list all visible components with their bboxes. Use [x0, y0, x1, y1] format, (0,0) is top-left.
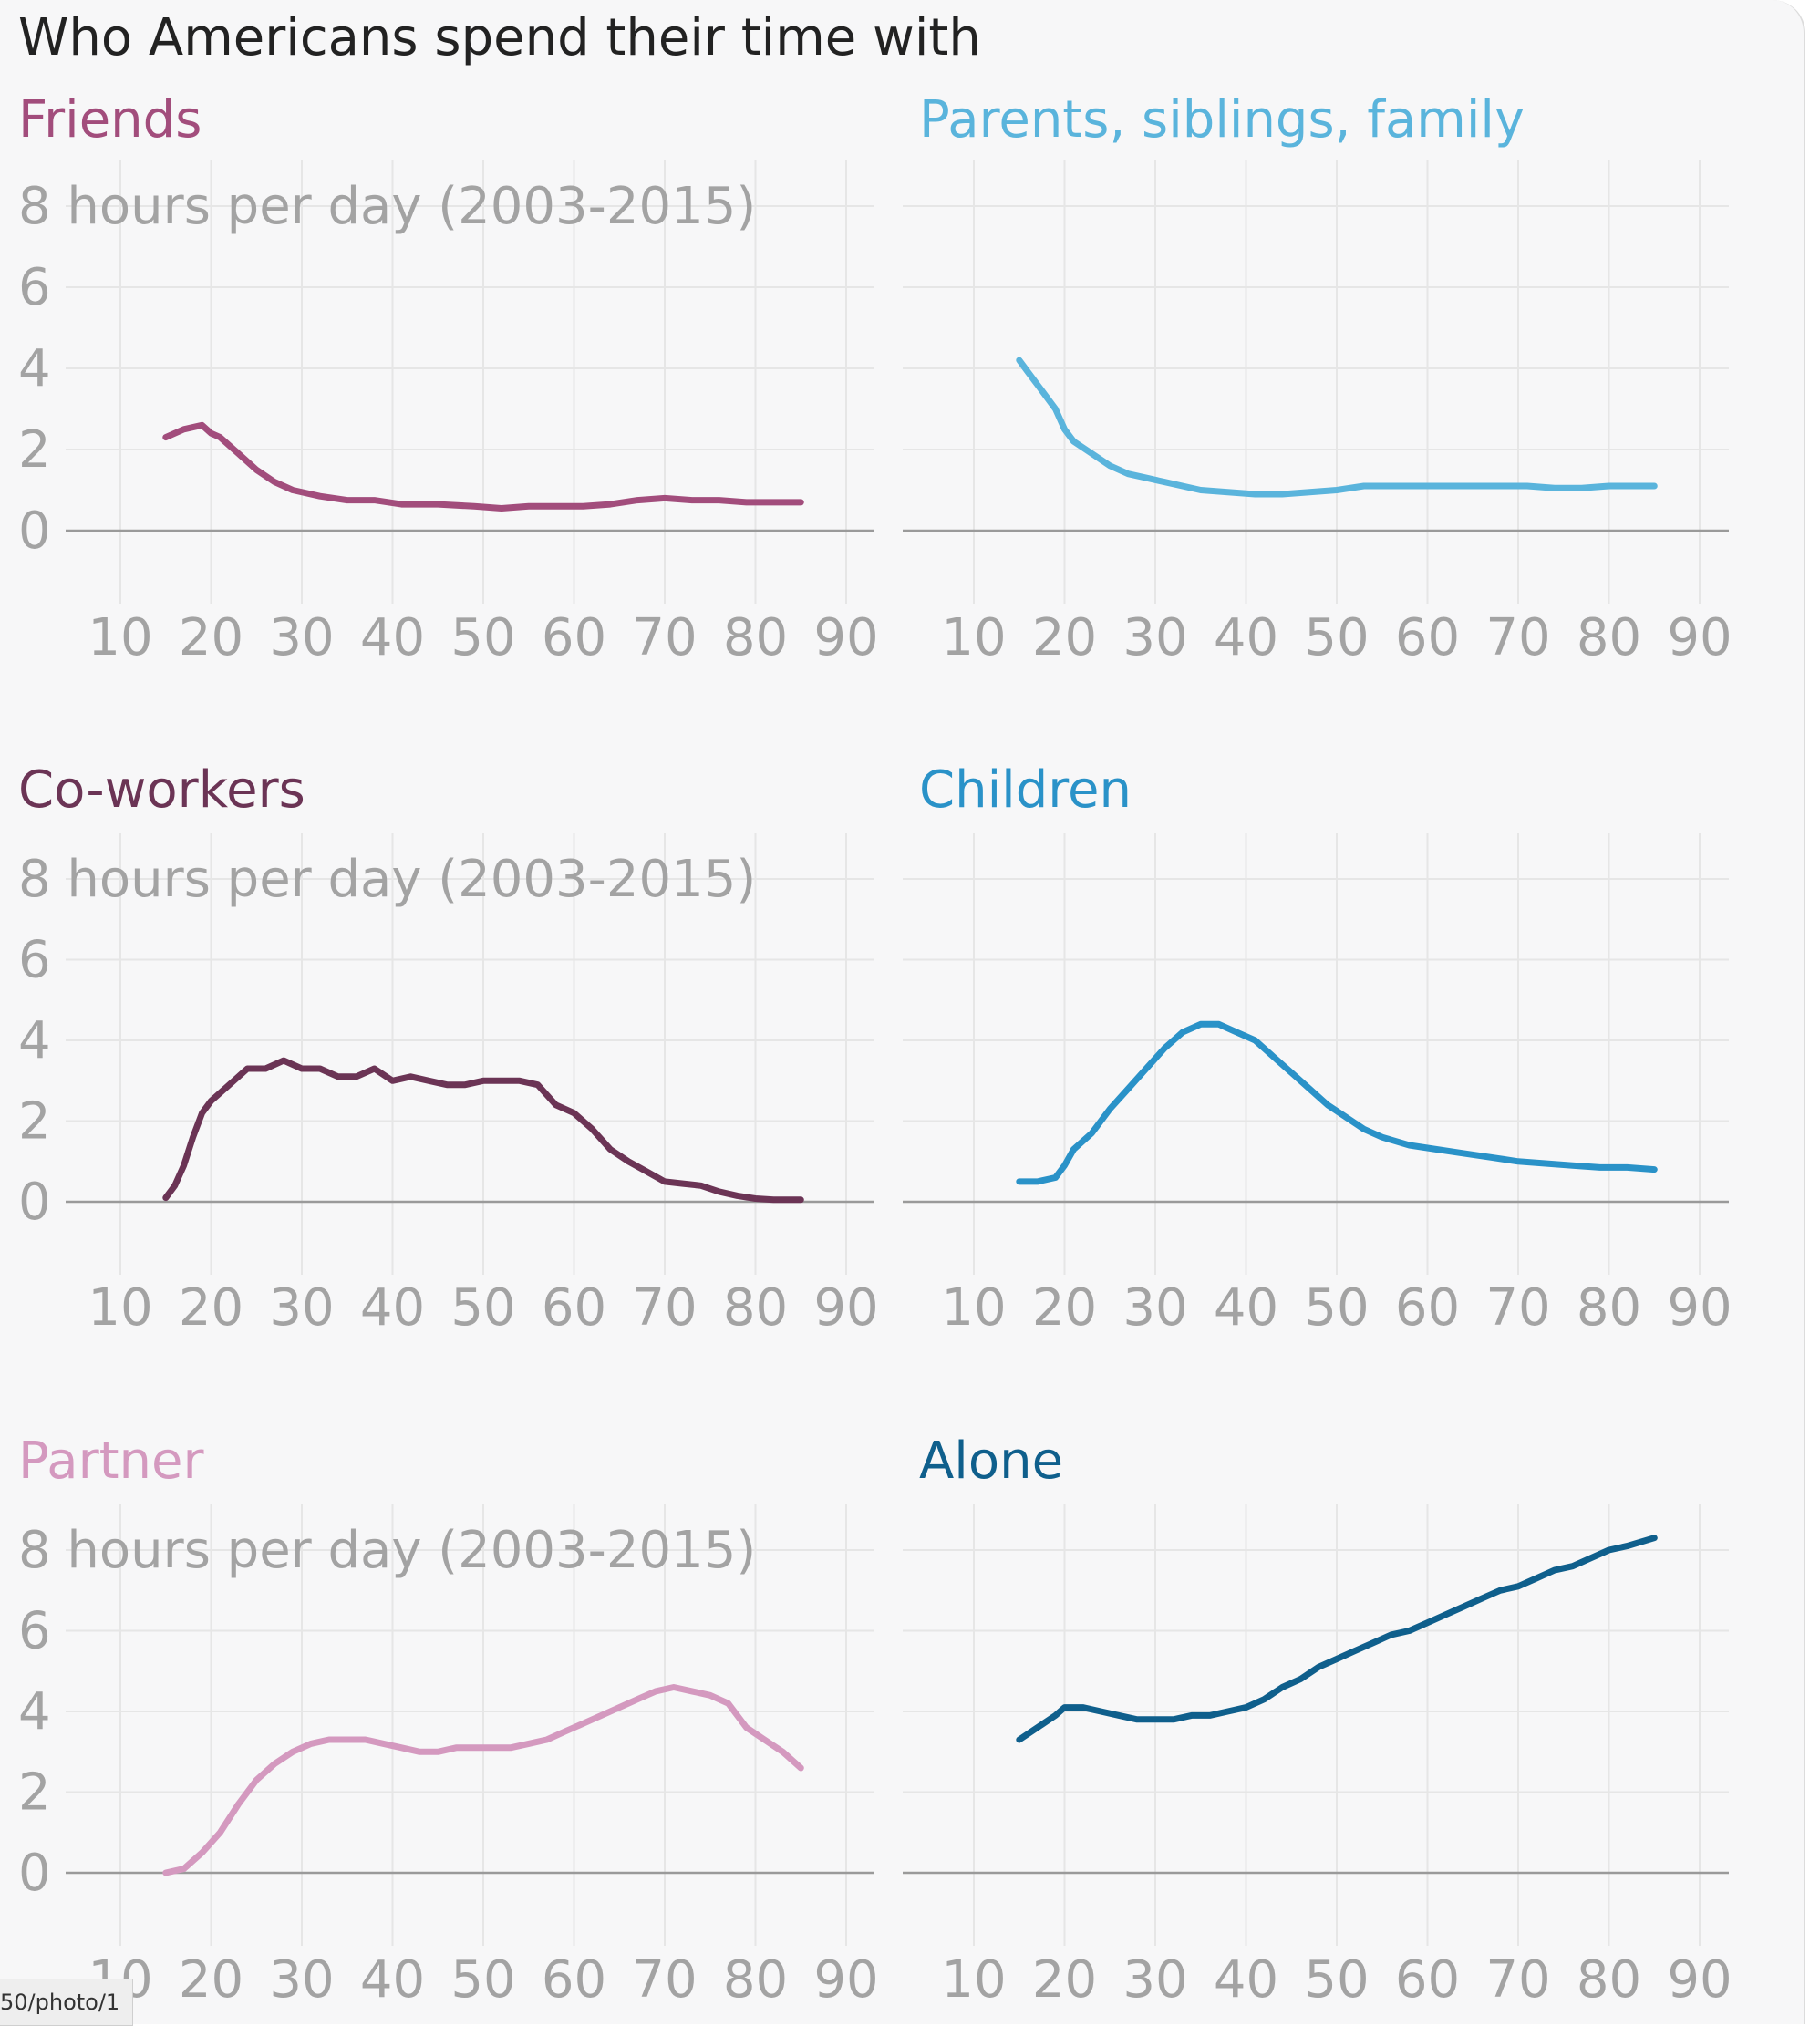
- x-tick-label: 30: [1122, 1278, 1187, 1338]
- x-tick-label: 60: [542, 608, 606, 667]
- x-tick-label: 60: [542, 1278, 606, 1338]
- y-tick-label: 2: [18, 420, 51, 480]
- x-tick-label: 50: [1304, 608, 1369, 667]
- panel-children: Children 10 20 30 40 50 60 70 80 90: [903, 760, 1732, 1338]
- x-tick-label: 20: [1032, 1278, 1097, 1338]
- y-axis-caption: 8 hours per day (2003-2015): [18, 1521, 756, 1580]
- x-tick-label: 30: [269, 1950, 334, 2010]
- panel-co-workers: Co-workers 0 2 4 6 8 hours per day (2003-2015…: [18, 760, 879, 1338]
- x-tick-label: 60: [1395, 608, 1460, 667]
- x-tick-label: 10: [88, 608, 152, 667]
- x-tick-label: 50: [450, 1278, 515, 1338]
- x-tick-label: 80: [723, 1950, 788, 2010]
- x-tick-label: 70: [632, 608, 697, 667]
- x-tick-label: 80: [1577, 1278, 1641, 1338]
- panel-title: Co-workers: [18, 760, 305, 820]
- x-tick-label: 20: [179, 608, 243, 667]
- y-tick-label: 6: [18, 1602, 51, 1661]
- x-tick-label: 90: [813, 608, 878, 667]
- x-tick-label: 80: [1577, 1950, 1641, 2010]
- y-tick-label: 2: [18, 1092, 51, 1152]
- x-tick-label: 80: [723, 1278, 788, 1338]
- x-tick-label: 60: [1395, 1278, 1460, 1338]
- series-line: [1016, 1020, 1658, 1185]
- chart-title: Who Americans spend their time with: [18, 8, 981, 67]
- series-line: [162, 1057, 804, 1204]
- panel-title: Children: [919, 760, 1132, 820]
- y-tick-label: 4: [18, 339, 51, 398]
- x-tick-label: 10: [941, 608, 1006, 667]
- y-tick-label: 2: [18, 1763, 51, 1823]
- x-tick-label: 50: [1304, 1278, 1369, 1338]
- y-axis-caption: 8 hours per day (2003-2015): [18, 177, 756, 236]
- x-tick-label: 90: [1667, 1950, 1732, 2010]
- x-tick-label: 20: [1032, 608, 1097, 667]
- x-tick-label: 40: [1214, 1950, 1278, 2010]
- series-line: [162, 421, 804, 512]
- x-tick-label: 10: [88, 1278, 152, 1338]
- x-tick-label: 10: [941, 1950, 1006, 2010]
- panel-alone: Alone 10 20 30 40 50 60 70 80 90: [903, 1432, 1732, 2010]
- x-tick-label: 70: [632, 1950, 697, 2010]
- x-tick-label: 70: [1485, 1278, 1550, 1338]
- x-tick-label: 30: [269, 608, 334, 667]
- x-tick-label: 60: [542, 1950, 606, 2010]
- x-tick-label: 80: [723, 608, 788, 667]
- x-tick-label: 20: [1032, 1950, 1097, 2010]
- y-tick-label: 4: [18, 1011, 51, 1070]
- x-tick-label: 80: [1577, 608, 1641, 667]
- panel-title: Parents, siblings, family: [919, 90, 1525, 150]
- panel-parents-siblings-family: Parents, siblings, family 10 20 30 40 50 60 70 8…: [903, 90, 1732, 667]
- x-tick-label: 10: [941, 1278, 1006, 1338]
- x-tick-label: 50: [1304, 1950, 1369, 2010]
- y-tick-label: 0: [18, 1844, 51, 1903]
- y-tick-label: 0: [18, 1173, 51, 1232]
- y-tick-label: 6: [18, 931, 51, 990]
- y-tick-label: 0: [18, 501, 51, 561]
- y-tick-label: 6: [18, 258, 51, 317]
- x-tick-label: 40: [360, 1278, 425, 1338]
- panel-friends: Friends 0 2 4 6 8 hours per day (2003-2015) 10…: [18, 90, 879, 667]
- y-tick-label: 4: [18, 1682, 51, 1742]
- x-tick-label: 60: [1395, 1950, 1460, 2010]
- x-tick-label: 40: [1214, 1278, 1278, 1338]
- x-tick-label: 70: [1485, 608, 1550, 667]
- x-tick-label: 20: [179, 1950, 243, 2010]
- x-tick-label: 30: [269, 1278, 334, 1338]
- x-tick-label: 50: [450, 1950, 515, 2010]
- x-tick-label: 70: [632, 1278, 697, 1338]
- series-line: [162, 1684, 804, 1876]
- series-line: [1016, 357, 1658, 498]
- panel-title: Partner: [18, 1432, 204, 1491]
- x-tick-label: 90: [813, 1278, 878, 1338]
- x-tick-label: 50: [450, 608, 515, 667]
- x-tick-label: 40: [1214, 608, 1278, 667]
- x-tick-label: 20: [179, 1278, 243, 1338]
- url-fragment[interactable]: 50/photo/1: [0, 1979, 134, 2026]
- x-tick-label: 30: [1122, 608, 1187, 667]
- x-tick-label: 90: [1667, 1278, 1732, 1338]
- y-axis-caption: 8 hours per day (2003-2015): [18, 850, 756, 909]
- x-tick-label: 40: [360, 1950, 425, 2010]
- x-tick-label: 90: [1667, 608, 1732, 667]
- x-tick-label: 90: [813, 1950, 878, 2010]
- x-tick-label: 30: [1122, 1950, 1187, 2010]
- x-tick-label: 40: [360, 608, 425, 667]
- panel-title: Alone: [919, 1432, 1063, 1491]
- panel-title: Friends: [18, 90, 202, 150]
- x-tick-label: 70: [1485, 1950, 1550, 2010]
- series-line: [1016, 1535, 1658, 1743]
